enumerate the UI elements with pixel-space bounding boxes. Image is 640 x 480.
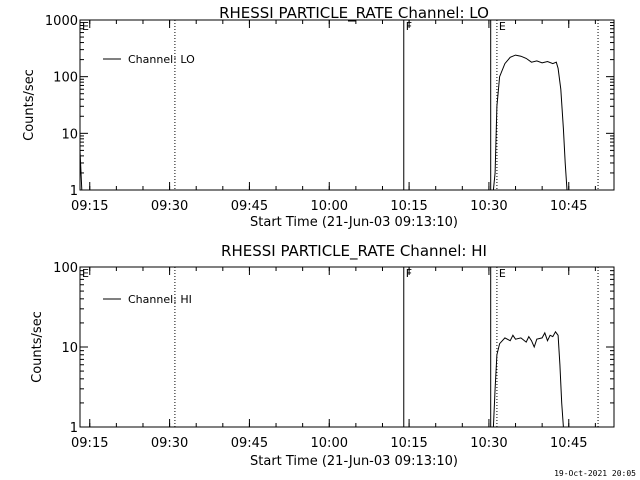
plot-frame	[79, 19, 615, 191]
x-tick-label: 09:15	[71, 436, 108, 451]
chart-title: RHESSI PARTICLE_RATE Channel: LO	[219, 4, 489, 23]
event-marker-label: E	[82, 20, 89, 33]
chart-panel-2: RHESSI PARTICLE_RATE Channel: HI 09:15 09:…	[30, 242, 615, 469]
event-marker-label: F	[406, 267, 412, 280]
event-marker-label: E	[82, 267, 89, 280]
legend: Channel: LO	[103, 53, 195, 66]
x-tick-label: 10:00	[311, 436, 348, 451]
series-line-1-segment-2	[492, 54, 568, 191]
x-tick-label: 09:45	[231, 436, 268, 451]
x-tick-label: 10:30	[470, 436, 507, 451]
x-axis-label: Start Time (21-Jun-03 09:13:10)	[250, 215, 458, 230]
x-tick-label: 10:00	[311, 199, 348, 214]
series-line-1-segment-1	[79, 150, 83, 191]
series-line-1-segment-1	[492, 330, 564, 428]
x-tick-label: 09:30	[151, 436, 188, 451]
x-axis-label: Start Time (21-Jun-03 09:13:10)	[250, 454, 458, 469]
y-tick-label: 100	[53, 261, 78, 276]
x-tick-label: 10:45	[550, 436, 587, 451]
y-tick-label: 1000	[45, 14, 78, 29]
event-marker-label: E	[499, 20, 506, 33]
x-tick-label: 10:30	[470, 199, 507, 214]
y-tick-label: 1	[70, 421, 78, 436]
y-axis-label: Counts/sec	[30, 311, 45, 383]
event-marker-label: F	[406, 20, 412, 33]
y-tick-label: 100	[53, 71, 78, 86]
legend-label: Channel: LO	[128, 53, 195, 66]
legend-label: Channel: HI	[128, 293, 192, 306]
x-tick-label: 09:15	[71, 199, 108, 214]
chart-title: RHESSI PARTICLE_RATE Channel: HI	[221, 242, 487, 261]
x-tick-label: 10:15	[390, 199, 427, 214]
x-tick-label: 09:30	[151, 199, 188, 214]
event-marker-label: E	[499, 267, 506, 280]
footer-timestamp: 19-Oct-2021 20:05	[554, 469, 636, 478]
chart-panel-1: RHESSI PARTICLE_RATE Channel: LO 09:15 09:…	[22, 4, 615, 230]
legend: Channel: HI	[103, 293, 192, 306]
x-tick-label: 09:45	[231, 199, 268, 214]
x-tick-label: 10:45	[550, 199, 587, 214]
y-tick-label: 10	[61, 127, 78, 142]
y-tick-label: 1	[70, 184, 78, 199]
y-tick-label: 10	[61, 341, 78, 356]
x-tick-label: 10:15	[390, 436, 427, 451]
y-axis-label: Counts/sec	[22, 69, 37, 141]
